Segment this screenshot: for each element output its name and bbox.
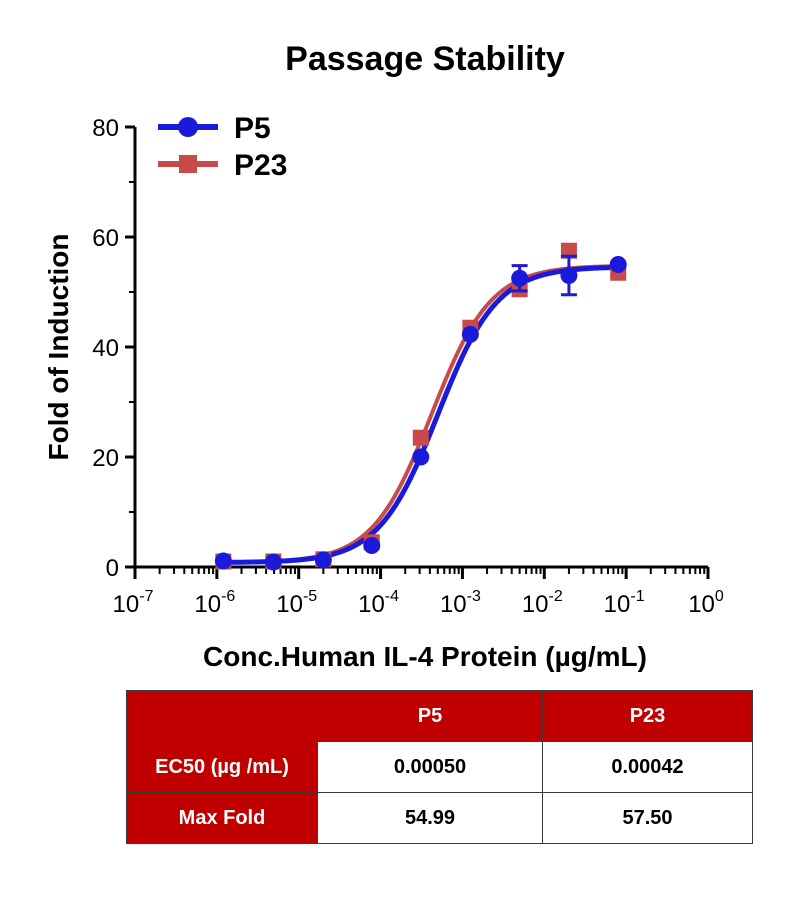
axes: 0 20 40 60 80 10-7 10-6 10-5 10-4 10-3 10-2 10-1 100 [92, 115, 724, 618]
data-point-p5 [609, 256, 627, 273]
legend-label-p23: P23 [234, 149, 287, 182]
x-tick-label: 10-7 [113, 588, 154, 618]
legend: P5 P23 [158, 112, 287, 182]
legend-marker-p5 [178, 117, 198, 137]
data-point-p5 [560, 267, 578, 284]
y-tick-label: 40 [92, 335, 119, 362]
data-points [214, 242, 627, 571]
data-point-p5 [511, 269, 529, 287]
y-tick-label: 20 [92, 445, 119, 472]
table-row-max-fold: Max Fold 54.99 57.50 [126, 792, 753, 844]
data-point-p5 [264, 553, 282, 571]
x-tick-label: 10-1 [604, 588, 645, 618]
fit-curves [223, 264, 619, 565]
chart-title: Passage Stability [285, 40, 565, 78]
x-tick-label: 10-3 [440, 588, 481, 618]
x-tick-label: 10-5 [276, 588, 317, 618]
data-point-p5 [214, 552, 232, 570]
legend-item-p23: P23 [158, 149, 287, 182]
data-point-p23 [412, 429, 429, 446]
x-tick-label: 10-2 [522, 588, 563, 618]
data-point-p5 [314, 551, 332, 569]
y-axis-label: Fold of Induction [43, 233, 74, 460]
x-tick-label: 100 [688, 588, 724, 618]
table-header-p23: P23 [542, 690, 753, 742]
fit-curve-p5 [223, 264, 619, 565]
data-point-p5 [412, 448, 430, 466]
table-row-label: Max Fold [126, 792, 318, 844]
legend-item-p5: P5 [158, 112, 271, 145]
table-header-cell [126, 690, 318, 742]
legend-label-p5: P5 [234, 112, 271, 145]
table-row-label: EC50 (µg /mL) [126, 741, 318, 793]
table-header-p5: P5 [317, 690, 543, 742]
table-cell-p23-ec50: 0.00042 [542, 741, 753, 793]
y-tick-label: 0 [106, 555, 119, 582]
legend-marker-p23 [179, 155, 197, 173]
table-row-ec50: EC50 (µg /mL) 0.00050 0.00042 [126, 741, 753, 793]
chart: Passage Stability P5 P23 0 20 40 60 80 10-7 10… [43, 40, 724, 672]
table-cell-p23-max-fold: 57.50 [542, 792, 753, 844]
results-table: P5 P23 EC50 (µg /mL) 0.00050 0.00042 Max… [126, 690, 753, 844]
x-axis-label: Conc.Human IL-4 Protein (µg/mL) [203, 641, 647, 672]
table-cell-p5-ec50: 0.00050 [317, 741, 543, 793]
data-point-p5 [363, 537, 381, 555]
x-tick-label: 10-6 [194, 588, 235, 618]
y-tick-label: 60 [92, 225, 119, 252]
x-tick-label: 10-4 [358, 588, 399, 618]
table-cell-p5-max-fold: 54.99 [317, 792, 543, 844]
y-tick-label: 80 [92, 115, 119, 142]
fit-curve-p23 [223, 264, 619, 565]
data-point-p5 [461, 325, 479, 343]
table-header-row: P5 P23 [126, 690, 753, 742]
